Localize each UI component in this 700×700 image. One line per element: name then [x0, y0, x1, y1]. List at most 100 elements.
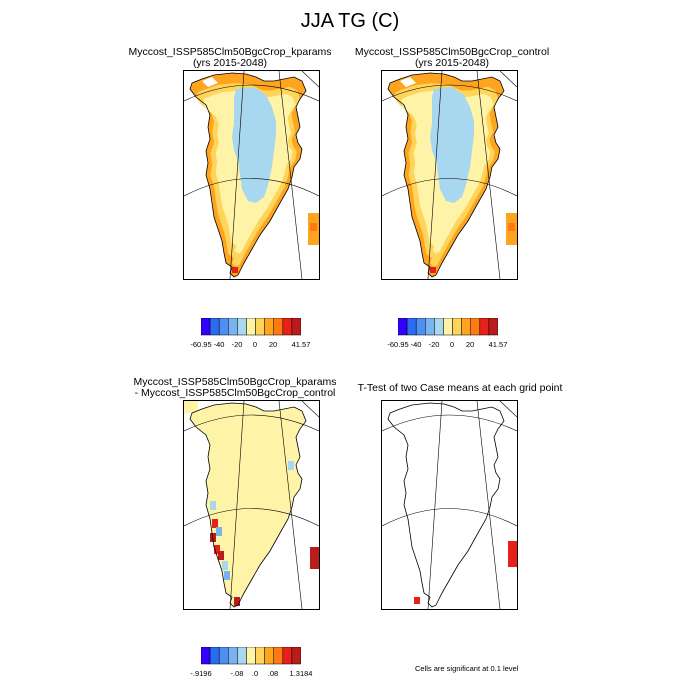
colorbar-tick-label: -.08	[230, 669, 244, 678]
colorbar-swatch	[255, 646, 265, 665]
colorbar-tick-label: -40	[410, 340, 422, 349]
latitude-line	[382, 178, 517, 197]
map-panel-kparams	[183, 70, 320, 280]
colorbar-tick-label: -60.95	[190, 340, 212, 349]
panel-4-title-line1: T-Test of two Case means at each grid po…	[357, 382, 563, 394]
meridian-line	[229, 401, 245, 609]
colorbar-swatch	[209, 646, 220, 665]
colorbar-swatches	[200, 317, 302, 336]
panel-1-title-line2: (yrs 2015-2048)	[192, 57, 268, 69]
iceland-cells-warm	[310, 223, 317, 231]
difference-cell	[234, 597, 240, 606]
colorbar-swatch	[282, 317, 293, 336]
colorbar-swatch	[434, 317, 444, 336]
colorbar-swatch	[282, 646, 293, 665]
meridian-line	[476, 71, 501, 279]
colorbar-tick-label: -20	[428, 340, 440, 349]
figure-title: JJA TG (C)	[300, 10, 400, 32]
map-panel-control	[381, 70, 518, 280]
colorbar-swatch	[264, 646, 274, 665]
meridian-line	[427, 401, 443, 609]
panel-2-title-line1: Myccost_ISSP585Clm50BgcCrop_control	[354, 46, 550, 58]
colorbar-swatch	[406, 317, 417, 336]
colorbar-tick-label: 20	[268, 340, 278, 349]
ice-sheet-cold-zone	[232, 87, 276, 203]
difference-cell	[216, 527, 222, 536]
latitude-line	[184, 178, 319, 197]
colorbar-control: -60.95 -40 -20 0 20 41.57	[387, 317, 507, 358]
colorbar-swatch	[273, 646, 284, 665]
southern-tip-cells	[430, 267, 436, 273]
colorbar-tick-label: 0	[252, 340, 258, 349]
panel-2-title: Myccost_ISSP585Clm50BgcCrop_control (yrs…	[342, 47, 562, 69]
colorbar-swatch	[443, 317, 453, 336]
colorbar-tick-label: 20	[465, 340, 475, 349]
colorbar-swatch	[425, 317, 435, 336]
greenland-map-ttest	[382, 401, 517, 609]
colorbar-swatch	[291, 646, 302, 665]
significant-cells	[414, 597, 420, 604]
colorbar-swatch	[273, 317, 284, 336]
colorbar-swatch	[461, 317, 471, 336]
colorbar-swatch	[479, 317, 490, 336]
colorbar-tick-label: 41.57	[291, 340, 311, 349]
difference-cell	[224, 571, 230, 580]
difference-cell	[210, 501, 216, 510]
colorbar-swatch	[200, 646, 211, 665]
panel-4-title: T-Test of two Case means at each grid po…	[350, 383, 570, 394]
greenland-map-control	[382, 71, 517, 279]
panel-1-title: Myccost_ISSP585Clm50BgcCrop_kparams (yrs…	[120, 47, 340, 69]
colorbar-kparams: -60.95 -40 -20 0 20 41.57	[190, 317, 310, 358]
colorbar-tick-label: -60.95	[387, 340, 409, 349]
panel-3-title: Myccost_ISSP585Clm50BgcCrop_kparams - My…	[120, 377, 350, 399]
difference-cell	[214, 545, 220, 554]
colorbar-swatch	[237, 646, 247, 665]
colorbar-tick-label: 41.57	[488, 340, 508, 349]
coastline	[189, 72, 307, 278]
significance-footnote: Cells are significant at 0.1 level	[415, 664, 519, 673]
difference-field-corner	[184, 401, 198, 413]
colorbar-swatch	[264, 317, 274, 336]
colorbar-swatch	[246, 317, 256, 336]
iceland-difference-cells	[310, 547, 319, 569]
colorbar-tick-label: -40	[213, 340, 225, 349]
latitude-line	[184, 414, 319, 432]
meridian-line	[427, 71, 443, 279]
meridian-line	[301, 71, 319, 88]
meridian-line	[278, 71, 303, 279]
ocean-gap	[202, 77, 218, 87]
panel-2-title-line2: (yrs 2015-2048)	[414, 57, 490, 69]
map-panel-ttest	[381, 400, 518, 610]
colorbar-swatch	[200, 317, 211, 336]
colorbar-swatch	[218, 646, 229, 665]
colorbar-swatch	[452, 317, 462, 336]
latitude-line	[382, 508, 517, 527]
significant-cells	[508, 541, 517, 567]
colorbar-difference: -.9196 -.08 .0 .08 1.3184	[190, 646, 312, 687]
meridian-line	[229, 71, 245, 279]
colorbar-swatch	[397, 317, 408, 336]
latitude-line	[382, 414, 517, 432]
colorbar-swatch	[237, 317, 247, 336]
colorbar-swatch	[255, 317, 265, 336]
difference-cell	[218, 551, 224, 560]
colorbar-swatch	[218, 317, 229, 336]
panel-1-title-line1: Myccost_ISSP585Clm50BgcCrop_kparams	[128, 46, 332, 58]
colorbar-tick-label: -20	[231, 340, 243, 349]
difference-field	[190, 403, 306, 607]
panel-3-title-line2: - Myccost_ISSP585Clm50BgcCrop_control	[134, 387, 336, 399]
meridian-line	[499, 71, 517, 88]
colorbar-swatches	[200, 646, 302, 665]
panel-3-title-line1: Myccost_ISSP585Clm50BgcCrop_kparams	[133, 376, 337, 388]
latitude-line	[382, 84, 517, 102]
difference-cell	[222, 561, 228, 570]
coastline	[387, 72, 505, 278]
colorbar-tick-label: .08	[267, 669, 279, 678]
colorbar-swatch	[488, 317, 499, 336]
colorbar-swatch	[470, 317, 481, 336]
greenland-map-difference	[184, 401, 319, 609]
greenland-map-kparams	[184, 71, 319, 279]
meridian-line	[476, 401, 501, 609]
colorbar-tick-label: -.9196	[190, 669, 212, 678]
coastline	[387, 402, 505, 608]
